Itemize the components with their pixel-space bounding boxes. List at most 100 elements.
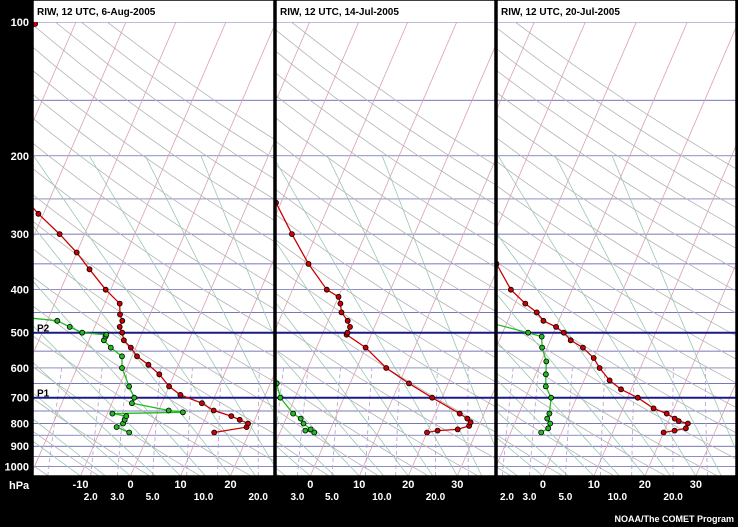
mixing-ratio-line [467, 367, 469, 476]
temperature-point [121, 337, 127, 344]
dry-adiabat [497, 185, 736, 337]
dewpoint-point [54, 317, 61, 324]
moist-adiabat [276, 445, 311, 476]
moist-adiabat [33, 418, 106, 476]
moist-adiabat [497, 341, 620, 476]
mixing-ratio-line [117, 367, 128, 476]
temperature-point [406, 380, 412, 387]
panel-background [276, 22, 495, 476]
dry-adiabat [276, 95, 495, 247]
isotherm [593, 144, 736, 476]
panel-title: RIW, 12 UTC, 6-Aug-2005 [37, 7, 156, 18]
temperature-point [116, 323, 123, 330]
temperature-point [35, 210, 42, 217]
dry-adiabat [33, 117, 274, 287]
panel-title: RIW, 12 UTC, 14-Jul-2005 [280, 7, 399, 18]
dry-adiabat [497, 373, 667, 476]
y-tick-label: 700 [11, 393, 29, 405]
isotherm [33, 22, 227, 472]
x-tick-label: 30 [451, 479, 463, 491]
isotherm [407, 273, 495, 476]
dewpoint-point [103, 331, 110, 338]
dry-adiabat [33, 70, 274, 242]
dry-adiabat [497, 261, 736, 408]
mixing-ratio-line [90, 367, 103, 476]
dry-adiabat [497, 403, 615, 476]
dry-adiabat [276, 266, 495, 407]
temperature-point [634, 394, 641, 401]
dewpoint-point [302, 427, 309, 434]
x-tick-label: 20 [402, 479, 414, 491]
isotherm [0, 22, 16, 476]
temperature-point [134, 353, 140, 360]
isotherm [309, 45, 495, 476]
temperature-point [434, 427, 441, 434]
moist-adiabat [276, 302, 409, 476]
dry-adiabat [33, 46, 274, 221]
isotherm [497, 22, 535, 110]
isotherm [358, 159, 495, 476]
panel-title-bar [276, 0, 495, 22]
mixing-ratio-line [47, 367, 63, 476]
dry-adiabat [276, 440, 330, 476]
y-tick-label: 500 [11, 328, 29, 340]
temperature-point [288, 231, 295, 238]
mixing-ratio-label: 3.0 [290, 492, 304, 503]
x-tick-label: 10 [353, 479, 365, 491]
sounding-panel-3: RIW, 12 UTC, 20-Jul-2005 [496, 0, 737, 477]
mixing-ratio-line [186, 367, 193, 476]
moist-adiabat [33, 225, 231, 476]
dewpoint-point [79, 329, 86, 336]
dewpoint-point [113, 424, 120, 431]
y-tick-label: 600 [11, 363, 29, 375]
mixing-ratio-label: 10.0 [372, 492, 392, 503]
level-label-p1: P1 [37, 389, 50, 400]
dewpoint-line [497, 323, 552, 434]
x-tick-label: 10 [174, 479, 186, 491]
mixing-ratio-label: 20.0 [663, 492, 683, 503]
dry-adiabat [497, 137, 736, 292]
mixing-ratio-line [365, 367, 373, 476]
dry-adiabat [497, 114, 736, 270]
dry-adiabat [33, 398, 150, 476]
dewpoint-point [546, 410, 553, 417]
dry-adiabat [276, 189, 495, 335]
dry-adiabat [33, 220, 274, 382]
mixing-ratio-line [257, 367, 260, 476]
temperature-point [344, 329, 351, 336]
temperature-point [335, 293, 342, 300]
temperature-point [454, 426, 461, 433]
dry-adiabat [276, 239, 495, 382]
dewpoint-point [277, 394, 284, 401]
dewpoint-point [126, 429, 133, 436]
dry-adiabat [276, 117, 495, 268]
mixing-ratio-line [529, 367, 540, 476]
dewpoint-point [525, 329, 531, 336]
moist-adiabat [33, 325, 181, 476]
temperature-point [675, 418, 682, 425]
temperature-point [596, 365, 603, 371]
dewpoint-point [311, 429, 318, 436]
dewpoint-point [0, 297, 4, 302]
dewpoint-point [109, 410, 116, 417]
temperature-trace [2, 22, 252, 436]
isotherm [497, 22, 637, 347]
temperature-point [228, 413, 235, 420]
temperature-point [5, 167, 10, 172]
temperature-trace [276, 198, 474, 436]
temperature-point [245, 420, 252, 427]
temperature-point [305, 260, 312, 267]
temperature-point [119, 317, 126, 324]
mixing-ratio-label: 3.0 [523, 492, 537, 503]
temperature-point [211, 429, 218, 436]
isotherm [33, 22, 127, 239]
isotherm [180, 257, 274, 476]
dewpoint-trace [0, 297, 186, 436]
temperature-point [2, 104, 7, 109]
temperature-point [424, 429, 430, 436]
dewpoint-point [290, 410, 297, 417]
temperature-point [671, 427, 678, 434]
dry-adiabat [497, 92, 736, 249]
mixing-ratio-line [276, 367, 284, 437]
moist-adiabat [381, 155, 495, 448]
